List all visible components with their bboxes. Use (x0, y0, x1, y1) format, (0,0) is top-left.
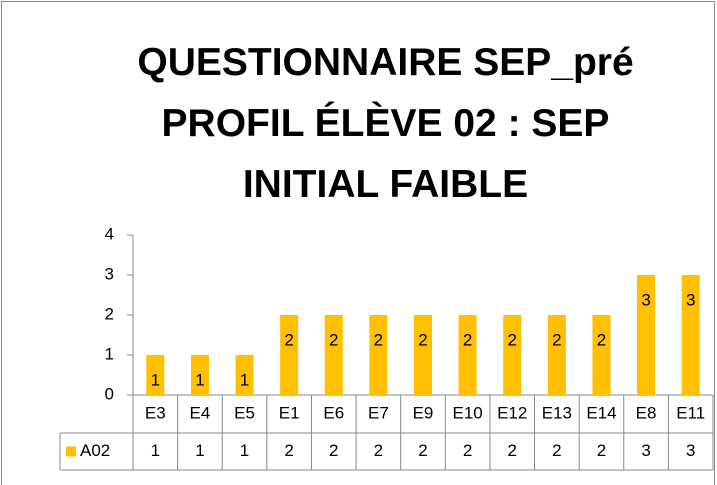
bar (458, 315, 477, 395)
table-value: 2 (284, 441, 293, 460)
table-value: 2 (507, 441, 516, 460)
data-label: 2 (374, 330, 383, 349)
x-tick-label: E12 (497, 403, 527, 422)
data-label: 1 (240, 370, 249, 389)
bar (235, 355, 254, 395)
bar (369, 315, 388, 395)
x-tick-label: E10 (452, 403, 482, 422)
y-tick-label: 1 (105, 344, 114, 363)
legend-label: A02 (80, 441, 110, 460)
table-value: 2 (418, 441, 427, 460)
bar (503, 315, 522, 395)
data-label: 2 (418, 330, 427, 349)
y-tick-label: 2 (105, 304, 114, 323)
x-tick-label: E14 (586, 403, 616, 422)
table-value: 2 (329, 441, 338, 460)
y-tick-label: 3 (105, 264, 114, 283)
x-tick-label: E3 (145, 403, 166, 422)
table-value: 2 (597, 441, 606, 460)
data-label: 3 (641, 290, 650, 309)
data-label: 2 (329, 330, 338, 349)
data-label: 1 (151, 370, 160, 389)
table-value: 3 (641, 441, 650, 460)
data-label: 3 (686, 290, 695, 309)
y-tick-label: 0 (105, 384, 114, 403)
table-value: 2 (552, 441, 561, 460)
data-label: 2 (507, 330, 516, 349)
table-value: 1 (195, 441, 204, 460)
data-label: 1 (195, 370, 204, 389)
bar (190, 355, 209, 395)
bar (547, 315, 566, 395)
bar (681, 275, 700, 395)
x-tick-label: E5 (234, 403, 255, 422)
bar (146, 355, 165, 395)
x-tick-label: E8 (636, 403, 657, 422)
x-tick-label: E1 (279, 403, 300, 422)
data-label: 2 (597, 330, 606, 349)
legend-swatch (66, 446, 76, 457)
table-value: 2 (374, 441, 383, 460)
table-value: 2 (463, 441, 472, 460)
data-label: 2 (552, 330, 561, 349)
data-label: 2 (463, 330, 472, 349)
table-value: 1 (151, 441, 160, 460)
bar (592, 315, 611, 395)
chart-title: QUESTIONNAIRE SEP_pré PROFIL ÉLÈVE 02 : … (137, 41, 634, 206)
x-tick-label: E4 (190, 403, 211, 422)
x-tick-label: E11 (676, 403, 705, 422)
bar (280, 315, 299, 395)
y-tick-label: 4 (105, 224, 114, 243)
table-value: 1 (240, 441, 249, 460)
x-tick-label: E9 (413, 403, 434, 422)
bar (324, 315, 343, 395)
table-value: 3 (686, 441, 695, 460)
bar (414, 315, 432, 395)
x-tick-label: E7 (368, 403, 389, 422)
data-label: 2 (284, 330, 293, 349)
x-tick-label: E6 (323, 403, 344, 422)
x-tick-label: E13 (542, 403, 572, 422)
bar (637, 275, 656, 395)
